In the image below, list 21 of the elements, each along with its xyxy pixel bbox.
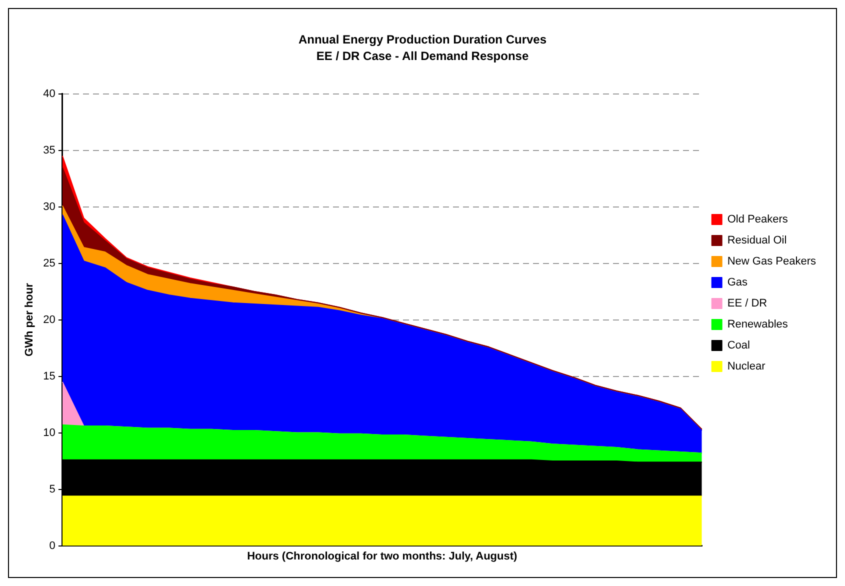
legend-label: Nuclear — [727, 360, 766, 373]
y-tick-label: 0 — [49, 540, 56, 552]
legend-label: Gas — [727, 276, 748, 289]
y-tick-label: 25 — [43, 257, 56, 270]
y-tick-label: 20 — [43, 314, 56, 326]
y-tick-label: 40 — [43, 88, 56, 100]
chart-title: Annual Energy Production Duration Curves — [298, 32, 547, 47]
y-tick-label: 15 — [43, 370, 56, 382]
y-tick-label: 30 — [43, 200, 56, 213]
y-tick-label: 35 — [43, 144, 56, 156]
legend-label: Coal — [727, 340, 750, 352]
chart-subtitle: EE / DR Case - All Demand Response — [316, 48, 529, 63]
legend-label: EE / DR — [727, 298, 768, 310]
y-tick-label: 10 — [43, 426, 56, 439]
legend-label: New Gas Peakers — [727, 256, 816, 268]
y-tick-label: 5 — [49, 483, 56, 496]
x-axis-title: Hours (Chronological for two months: July, August) — [247, 550, 518, 562]
legend-label: Renewables — [727, 318, 788, 331]
legend-label: Old Peakers — [727, 214, 788, 226]
legend-label: Residual Oil — [727, 234, 787, 247]
y-axis-title: GWh per hour — [24, 282, 36, 356]
